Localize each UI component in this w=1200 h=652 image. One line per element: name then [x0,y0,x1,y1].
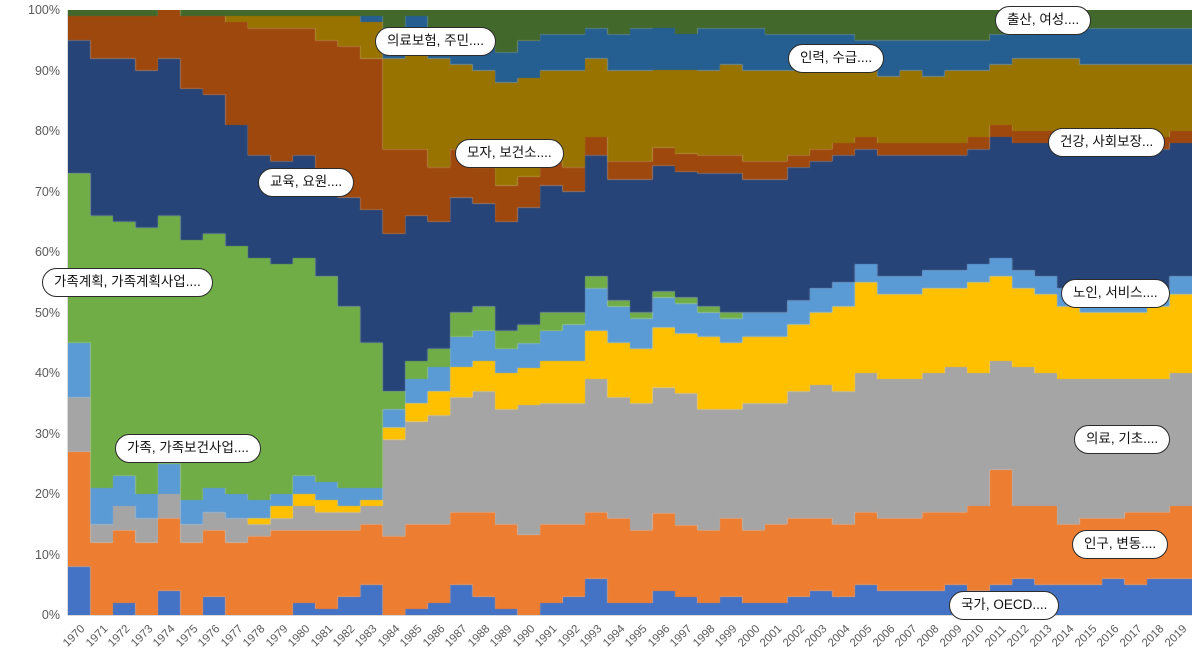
x-axis-tick-label: 1996 [645,622,673,650]
x-axis-tick-label: 2019 [1162,622,1190,650]
series-callout-elderly[interactable]: 노인, 서비스.... [1061,279,1170,308]
x-axis-tick-label: 1997 [668,622,695,650]
x-axis-tick-label: 2012 [1005,622,1032,650]
x-axis-tick-label: 2017 [1117,622,1145,650]
x-axis-tick-label: 1984 [375,622,403,650]
y-axis-tick-label: 30% [34,426,60,441]
y-axis-tick-label: 100% [28,3,60,17]
series-callout-maternal[interactable]: 모자, 보건소.... [455,139,564,168]
stacked-area-canvas [68,10,1192,615]
y-axis-line [67,10,68,615]
x-axis-tick-label: 1993 [578,622,605,650]
y-axis-tick-label: 90% [34,63,60,78]
series-callout-education[interactable]: 교육, 요원.... [258,168,355,197]
x-axis-line [68,615,1192,616]
x-axis-tick-label: 1989 [488,622,515,650]
x-axis-tick-label: 1976 [196,622,223,650]
series-callout-health-welfare[interactable]: 건강, 사회보장... [1048,128,1166,157]
series-callout-manpower[interactable]: 인력, 수급.... [788,44,885,73]
x-axis-tick-label: 1994 [600,622,628,650]
x-axis-tick-label: 2001 [758,622,785,650]
x-axis-tick-label: 1987 [443,622,470,650]
series-callout-family-planning[interactable]: 가족계획, 가족계획사업.... [42,268,213,297]
x-axis-tick-label: 1975 [173,622,201,650]
series-callout-medical-basic[interactable]: 의료, 기초.... [1074,425,1171,454]
y-axis-tick-label: 10% [34,547,60,562]
y-axis-tick-label: 20% [34,487,60,501]
x-axis-tick-label: 2011 [982,623,1009,650]
x-axis-tick-label: 2004 [825,622,853,650]
x-axis-tick-label: 1982 [330,622,358,650]
x-axis-tick-label: 1980 [285,622,313,650]
x-axis-tick-label: 1991 [533,622,560,650]
series-callout-health-insurance[interactable]: 의료보험, 주민.... [375,27,497,56]
x-axis: 1970 1971 1972 1973 1974 1975 1976 1977 1978 1979… [61,617,1192,652]
y-axis-tick-label: 50% [34,305,60,320]
x-axis-tick-label: 2007 [892,622,920,650]
x-axis-tick-label: 1972 [106,622,133,650]
y-axis-tick-label: 80% [34,124,60,138]
x-axis-tick-label: 2002 [780,622,808,650]
plot-area [68,10,1192,615]
x-axis-tick-label: 1981 [308,622,336,650]
x-axis-tick-label: 1986 [420,622,448,650]
x-axis-tick-label: 2014 [1050,622,1077,650]
x-axis-tick-label: 1983 [353,622,381,650]
x-axis-tick-label: 1974 [151,622,178,650]
x-axis-tick-label: 1970 [61,622,88,650]
x-axis-tick-label: 1979 [263,622,291,650]
x-axis-tick-label: 2016 [1095,622,1122,650]
y-axis: 0% 10% 20% 30% 40% 50% 60% 70% 80% 90% 100% [0,0,68,625]
x-axis-tick-label: 1999 [713,622,740,650]
x-axis-tick-label: 1995 [623,622,650,650]
x-axis-tick-label: 2008 [915,622,943,650]
series-callout-birth-women[interactable]: 출산, 여성.... [995,6,1092,35]
series-callout-population[interactable]: 인구, 변동.... [1072,530,1169,559]
x-axis-tick-label: 2009 [937,622,965,650]
y-axis-tick-label: 70% [34,184,60,199]
x-axis-tick-label: 1990 [510,622,538,650]
x-axis-tick-label: 2003 [803,622,830,650]
x-axis-tick-label: 1988 [465,622,493,650]
x-axis-tick-label: 1973 [128,622,156,650]
series-callout-oecd[interactable]: 국가, OECD.... [949,591,1060,620]
x-axis-tick-label: 1998 [690,622,718,650]
x-axis-tick-label: 1985 [398,622,425,650]
x-axis-tick-label: 2005 [847,622,875,650]
y-axis-tick-label: 0% [41,608,60,622]
x-axis-tick-label: 2000 [735,622,763,650]
x-axis-tick-label: 1992 [555,622,583,650]
series-callout-family-health[interactable]: 가족, 가족보건사업.... [115,434,261,463]
x-axis-tick-label: 2018 [1140,622,1167,650]
x-axis-tick-label: 1971 [83,622,111,650]
x-axis-tick-label: 2010 [960,622,987,650]
x-axis-tick-label: 1978 [241,622,268,650]
x-axis-tick-label: 2013 [1027,622,1055,650]
x-axis-tick-label: 2015 [1072,622,1100,650]
y-axis-tick-label: 40% [34,366,60,380]
y-axis-tick-label: 60% [34,245,60,259]
x-axis-tick-label: 2006 [870,622,898,650]
x-axis-tick-label: 1977 [218,622,246,650]
